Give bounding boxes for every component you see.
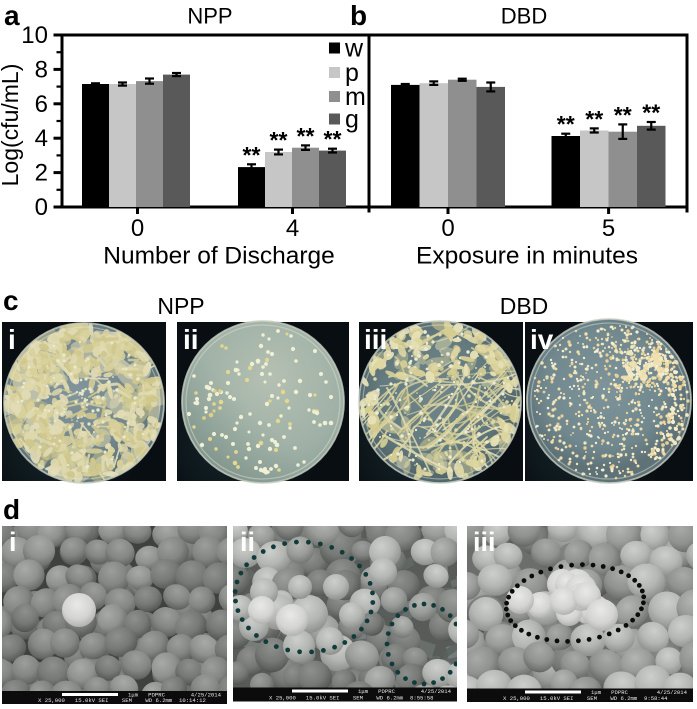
svg-text:2: 2 [35, 160, 48, 187]
svg-text:X 25,000 15.0kV SEI SEM: X 25,000 15.0kV SEI SEM WD 6.2mm 10:14:1… [38, 697, 206, 704]
svg-text:**: ** [614, 102, 632, 128]
svg-text:4: 4 [286, 215, 299, 242]
svg-text:4/25/2014: 4/25/2014 [421, 688, 452, 695]
svg-text:iv: iv [530, 324, 554, 355]
svg-text:NPP: NPP [157, 293, 204, 319]
svg-text:0: 0 [35, 194, 48, 221]
svg-text:p: p [345, 59, 359, 87]
svg-text:0: 0 [131, 215, 144, 242]
svg-text:i: i [8, 324, 16, 355]
svg-text:6: 6 [35, 91, 48, 118]
svg-text:DBD: DBD [501, 4, 547, 29]
svg-text:Log(cfu/mL): Log(cfu/mL) [0, 64, 23, 187]
svg-text:ii: ii [240, 527, 255, 557]
svg-text:Exposure in minutes: Exposure in minutes [416, 243, 638, 270]
svg-text:Number of Discharge: Number of Discharge [103, 243, 334, 270]
svg-text:DBD: DBD [500, 293, 549, 319]
svg-text:c: c [3, 285, 19, 316]
svg-text:d: d [3, 494, 20, 525]
svg-text:**: ** [297, 123, 315, 149]
svg-text:NPP: NPP [187, 4, 232, 29]
svg-text:8: 8 [35, 56, 48, 83]
svg-text:ii: ii [183, 324, 199, 355]
svg-text:m: m [345, 83, 366, 111]
svg-text:**: ** [270, 127, 288, 153]
svg-text:w: w [344, 35, 364, 63]
svg-text:10: 10 [21, 22, 48, 49]
svg-text:g: g [345, 106, 359, 134]
svg-text:b: b [350, 0, 367, 31]
svg-text:**: ** [642, 100, 660, 126]
svg-text:X 25,000 15.0kV SEI SEM: X 25,000 15.0kV SEI SEM WD 6.2mm 8:55:58 [269, 695, 433, 702]
svg-text:1μm PDPRC: 1μm PDPRC [591, 689, 629, 696]
svg-text:**: ** [557, 111, 575, 137]
svg-text:4/25/2014: 4/25/2014 [191, 691, 222, 698]
svg-text:**: ** [324, 126, 342, 152]
svg-text:0: 0 [441, 215, 454, 242]
svg-text:4: 4 [35, 125, 48, 152]
svg-text:a: a [4, 0, 20, 31]
svg-text:5: 5 [602, 215, 615, 242]
svg-text:4/25/2014: 4/25/2014 [657, 689, 688, 696]
svg-text:X 25,000 15.0kV SEI SEM: X 25,000 15.0kV SEI SEM WD 6.2mm 9:58:44 [503, 695, 668, 702]
svg-text:**: ** [585, 106, 603, 132]
svg-text:1μm PDPRC: 1μm PDPRC [128, 691, 166, 698]
svg-text:i: i [9, 527, 17, 557]
svg-text:1μm PDPRC: 1μm PDPRC [358, 688, 396, 695]
svg-text:iii: iii [473, 527, 496, 557]
svg-text:iii: iii [364, 324, 387, 355]
svg-text:**: ** [243, 142, 261, 168]
